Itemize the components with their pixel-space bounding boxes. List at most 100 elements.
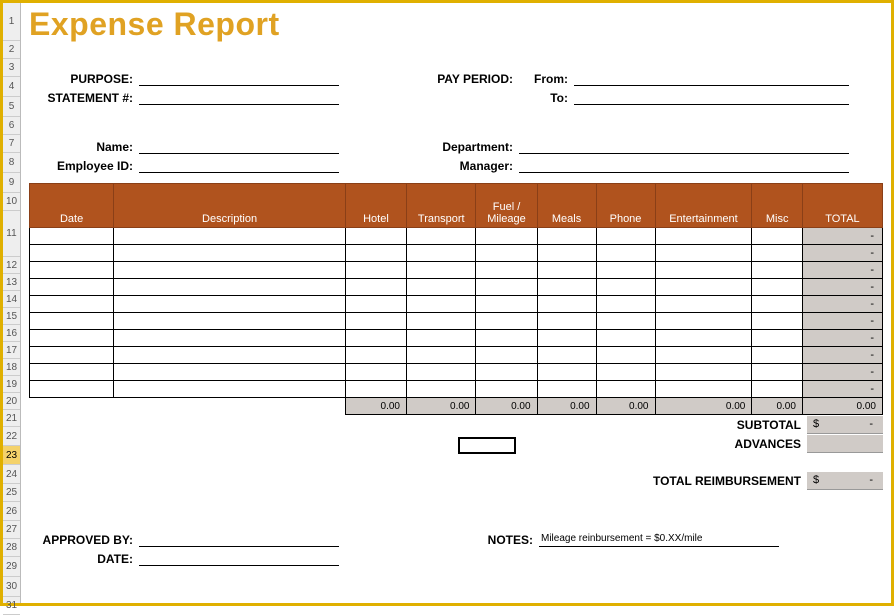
data-cell[interactable]: [537, 228, 596, 245]
col-header[interactable]: Hotel: [345, 184, 406, 228]
column-sum-cell[interactable]: 0.00: [537, 398, 596, 415]
col-header[interactable]: Transport: [406, 184, 476, 228]
row-number[interactable]: 29: [3, 557, 20, 577]
col-header[interactable]: Description: [114, 184, 346, 228]
data-cell[interactable]: [345, 313, 406, 330]
data-cell[interactable]: [406, 330, 476, 347]
data-cell[interactable]: [476, 381, 537, 398]
data-cell[interactable]: [655, 228, 752, 245]
data-cell[interactable]: -: [802, 330, 882, 347]
data-cell[interactable]: [345, 245, 406, 262]
data-cell[interactable]: [596, 330, 655, 347]
data-cell[interactable]: [114, 245, 346, 262]
column-sum-cell[interactable]: 0.00: [655, 398, 752, 415]
data-cell[interactable]: [655, 262, 752, 279]
data-cell[interactable]: [406, 313, 476, 330]
data-cell[interactable]: [30, 347, 114, 364]
data-cell[interactable]: [114, 381, 346, 398]
data-cell[interactable]: [406, 296, 476, 313]
row-number[interactable]: 3: [3, 59, 20, 77]
data-cell[interactable]: [30, 228, 114, 245]
data-cell[interactable]: [596, 296, 655, 313]
row-number[interactable]: 21: [3, 410, 20, 427]
col-header[interactable]: Meals: [537, 184, 596, 228]
data-cell[interactable]: [476, 245, 537, 262]
data-cell[interactable]: [114, 279, 346, 296]
data-cell[interactable]: [655, 347, 752, 364]
row-number[interactable]: 25: [3, 484, 20, 502]
data-cell[interactable]: -: [802, 279, 882, 296]
statement-input[interactable]: [139, 91, 339, 105]
from-input[interactable]: [574, 72, 849, 86]
column-sum-cell[interactable]: 0.00: [406, 398, 476, 415]
row-number[interactable]: 27: [3, 521, 20, 539]
col-header[interactable]: Misc: [752, 184, 803, 228]
data-cell[interactable]: [476, 296, 537, 313]
row-number[interactable]: 7: [3, 135, 20, 153]
data-cell[interactable]: [406, 364, 476, 381]
data-cell[interactable]: [114, 347, 346, 364]
data-cell[interactable]: [30, 245, 114, 262]
row-number[interactable]: 13: [3, 274, 20, 291]
data-cell[interactable]: [30, 262, 114, 279]
data-cell[interactable]: [30, 279, 114, 296]
data-cell[interactable]: [30, 364, 114, 381]
row-number[interactable]: 15: [3, 308, 20, 325]
data-cell[interactable]: [537, 279, 596, 296]
col-header[interactable]: TOTAL: [802, 184, 882, 228]
data-cell[interactable]: -: [802, 245, 882, 262]
manager-input[interactable]: [519, 159, 849, 173]
data-cell[interactable]: [596, 262, 655, 279]
data-cell[interactable]: -: [802, 296, 882, 313]
purpose-input[interactable]: [139, 72, 339, 86]
row-number[interactable]: 18: [3, 359, 20, 376]
data-cell[interactable]: [476, 228, 537, 245]
data-cell[interactable]: [406, 245, 476, 262]
row-number[interactable]: 22: [3, 427, 20, 446]
data-cell[interactable]: [345, 296, 406, 313]
data-cell[interactable]: [406, 228, 476, 245]
data-cell[interactable]: [476, 364, 537, 381]
data-cell[interactable]: [655, 245, 752, 262]
data-cell[interactable]: [752, 245, 803, 262]
to-input[interactable]: [574, 91, 849, 105]
row-number[interactable]: 9: [3, 173, 20, 193]
data-cell[interactable]: [752, 347, 803, 364]
data-cell[interactable]: [30, 313, 114, 330]
data-cell[interactable]: [345, 347, 406, 364]
row-number[interactable]: 23: [3, 446, 20, 465]
row-number[interactable]: 26: [3, 502, 20, 521]
data-cell[interactable]: [30, 381, 114, 398]
data-cell[interactable]: [537, 262, 596, 279]
data-cell[interactable]: [406, 279, 476, 296]
data-cell[interactable]: [596, 228, 655, 245]
data-cell[interactable]: [596, 347, 655, 364]
data-cell[interactable]: [655, 279, 752, 296]
row-number[interactable]: 28: [3, 539, 20, 557]
date-input[interactable]: [139, 552, 339, 566]
row-number[interactable]: 24: [3, 465, 20, 484]
column-sum-cell[interactable]: 0.00: [476, 398, 537, 415]
col-header[interactable]: Date: [30, 184, 114, 228]
row-number[interactable]: 1: [3, 3, 20, 41]
data-cell[interactable]: [537, 347, 596, 364]
data-cell[interactable]: -: [802, 381, 882, 398]
data-cell[interactable]: [596, 313, 655, 330]
column-sum-cell[interactable]: 0.00: [345, 398, 406, 415]
data-cell[interactable]: [345, 262, 406, 279]
data-cell[interactable]: [114, 296, 346, 313]
column-sum-cell[interactable]: 0.00: [596, 398, 655, 415]
col-header[interactable]: Fuel /Mileage: [476, 184, 537, 228]
approvedby-input[interactable]: [139, 533, 339, 547]
data-cell[interactable]: [655, 296, 752, 313]
empid-input[interactable]: [139, 159, 339, 173]
data-cell[interactable]: [537, 381, 596, 398]
data-cell[interactable]: [655, 330, 752, 347]
column-sum-cell[interactable]: 0.00: [752, 398, 803, 415]
col-header[interactable]: Entertainment: [655, 184, 752, 228]
data-cell[interactable]: [406, 262, 476, 279]
department-input[interactable]: [519, 140, 849, 154]
data-cell[interactable]: [114, 364, 346, 381]
data-cell[interactable]: [345, 228, 406, 245]
row-number[interactable]: 31: [3, 597, 20, 615]
